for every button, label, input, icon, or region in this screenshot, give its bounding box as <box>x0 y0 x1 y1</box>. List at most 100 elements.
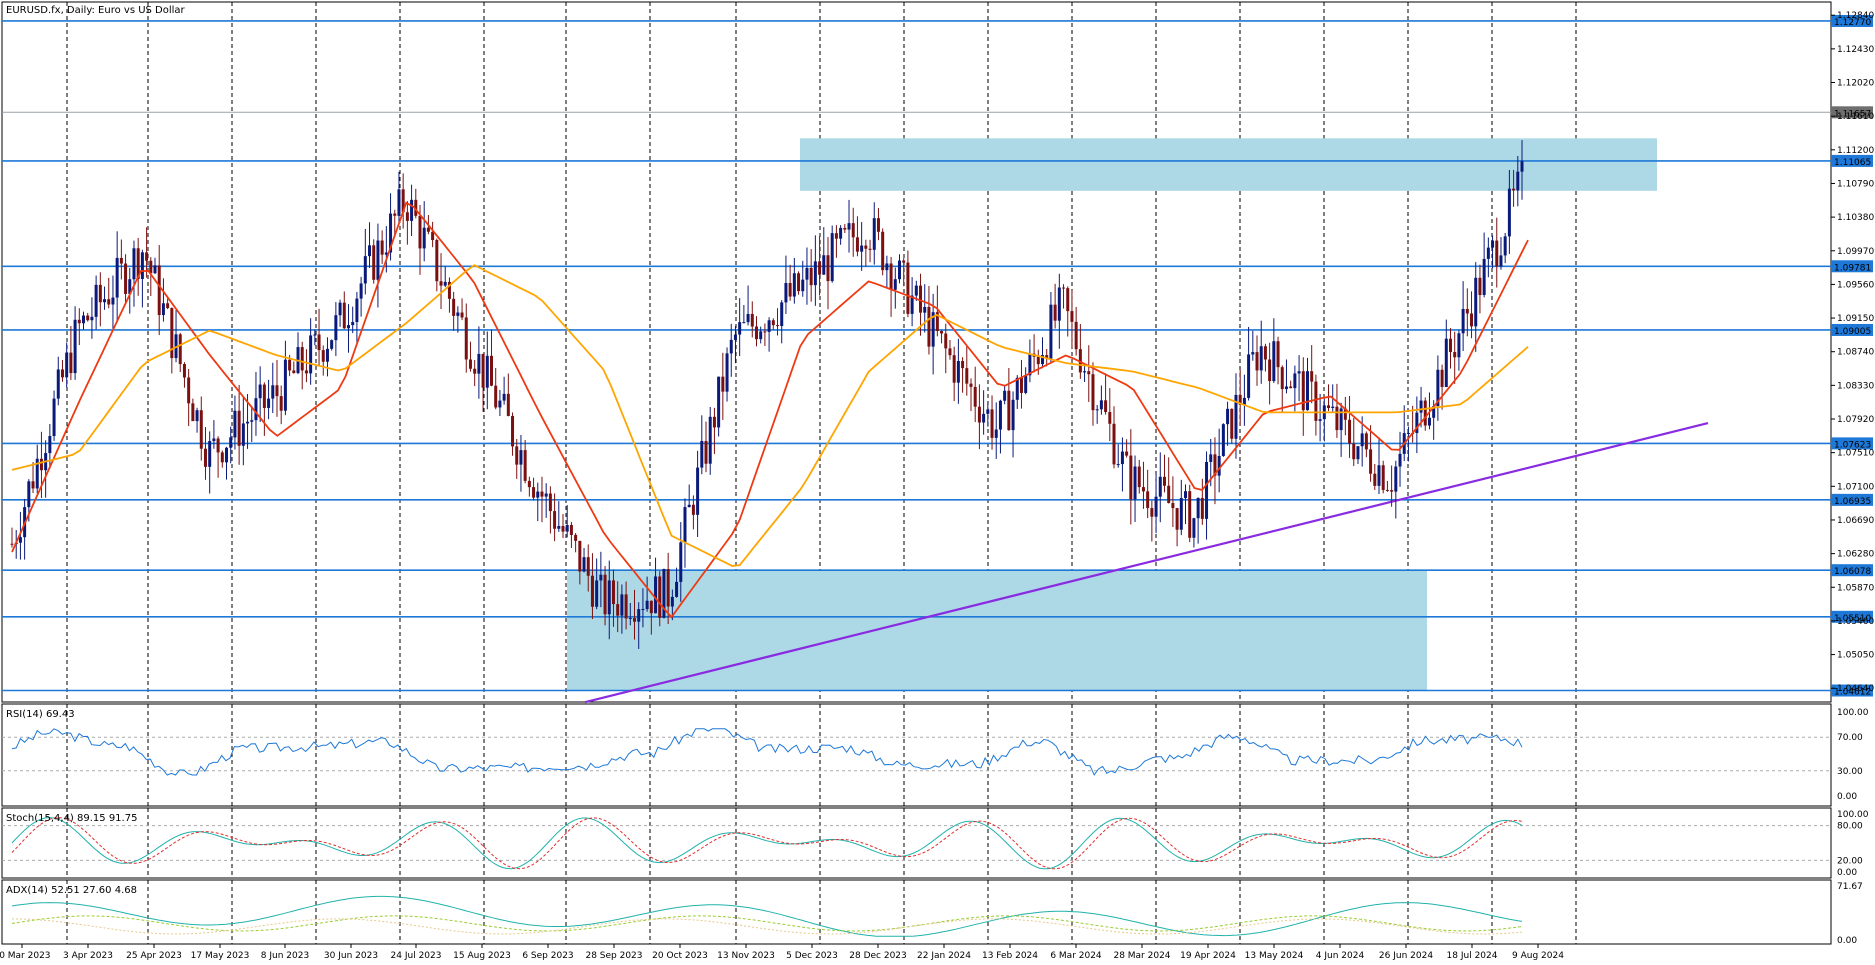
candle-body <box>750 314 754 327</box>
candle-body <box>1432 406 1436 418</box>
price-level-tag <box>1831 260 1873 273</box>
candle-body <box>923 306 927 313</box>
candle-body <box>1196 497 1200 519</box>
candle-body <box>124 263 128 294</box>
candle-body <box>805 267 809 280</box>
adx-panel-frame <box>1 879 1832 945</box>
candle-body <box>889 263 893 290</box>
candle-body <box>39 458 43 471</box>
candle-body <box>1062 287 1066 289</box>
candle-body <box>485 355 489 388</box>
candle-body <box>1137 466 1141 488</box>
candle-body <box>1499 255 1503 267</box>
price-tick-label: 1.05460 <box>1837 617 1874 627</box>
candle-body <box>1158 476 1162 497</box>
candle-body <box>776 325 780 327</box>
candle-body <box>1310 371 1314 382</box>
price-level-tag <box>1831 437 1873 450</box>
candle-body <box>965 368 969 384</box>
candle-body <box>822 255 826 275</box>
candle-body <box>1125 451 1129 456</box>
candle-body <box>460 312 464 318</box>
price-tick-label: 1.08330 <box>1837 381 1874 391</box>
candle-body <box>48 436 52 454</box>
price-tick-label: 1.11200 <box>1837 146 1874 156</box>
candle-body <box>881 231 885 271</box>
candle-body <box>818 261 822 275</box>
candle-body <box>338 302 342 316</box>
candle-body <box>342 302 346 329</box>
candle-body <box>1444 338 1448 388</box>
candle-body <box>1104 400 1108 412</box>
candle-body <box>389 213 393 253</box>
candle-body <box>839 227 843 239</box>
candle-body <box>418 215 422 249</box>
candle-body <box>1327 405 1331 408</box>
price-level-value: 1.12770 <box>1834 18 1871 28</box>
candle-body <box>1129 455 1133 500</box>
candle-body <box>161 303 165 316</box>
candle-body <box>212 438 216 442</box>
price-level-tag <box>1831 610 1873 623</box>
candle-body <box>1041 355 1045 365</box>
rsi-tick-label: 0.00 <box>1837 792 1857 802</box>
candle-body <box>712 416 716 428</box>
candle-body <box>368 245 372 257</box>
candle-body <box>868 248 872 250</box>
candle-body <box>220 452 224 463</box>
candle-body <box>241 423 245 446</box>
price-level-tag <box>1831 14 1873 27</box>
candle-body <box>170 308 174 359</box>
price-level-value: 1.09781 <box>1834 263 1871 273</box>
candle-body <box>157 265 161 316</box>
candle-body <box>1188 491 1192 538</box>
candle-body <box>1003 390 1007 401</box>
candle-body <box>1503 236 1507 256</box>
candle-body <box>1259 346 1263 371</box>
candle-body <box>1057 287 1061 321</box>
chart-title: EURUSD.fx, Daily: Euro vs US Dollar <box>6 5 186 16</box>
candle-body <box>1024 375 1028 393</box>
candle-body <box>1369 449 1373 474</box>
moving-average-fast <box>11 201 1529 619</box>
date-label: 9 Aug 2024 <box>1512 951 1564 961</box>
date-label: 28 Mar 2024 <box>1113 951 1170 961</box>
candle-body <box>683 507 687 543</box>
candle-body <box>1398 453 1402 467</box>
date-label: 8 Jun 2023 <box>261 951 309 961</box>
price-tick-label: 1.09970 <box>1837 247 1874 257</box>
date-label: 15 Aug 2023 <box>453 951 511 961</box>
candle-body <box>519 450 523 465</box>
stoch-tick-label: 20.00 <box>1837 856 1863 866</box>
candle-body <box>620 594 624 616</box>
price-level-tag <box>1831 684 1873 697</box>
candle-body <box>380 240 384 255</box>
stoch-panel-frame <box>1 807 1832 879</box>
candle-body <box>553 511 557 529</box>
candle-body <box>1364 433 1368 450</box>
candle-body <box>334 315 338 341</box>
price-level-tag <box>1831 493 1873 506</box>
price-level-value: 1.09005 <box>1834 327 1871 337</box>
candle-body <box>633 617 637 622</box>
candle-body <box>1083 371 1087 373</box>
candle-body <box>1427 417 1431 426</box>
candle-body <box>443 281 447 286</box>
candle-body <box>401 189 405 213</box>
candle-body <box>271 385 275 399</box>
candle-body <box>1015 377 1019 400</box>
candle-body <box>435 240 439 282</box>
candle-body <box>346 325 350 329</box>
price-tick-label: 1.05870 <box>1837 583 1874 593</box>
candle-body <box>742 322 746 324</box>
candle-body <box>738 322 742 335</box>
candle-body <box>31 481 35 489</box>
stoch-tick-label: 100.00 <box>1837 810 1869 820</box>
candle-body <box>309 335 313 374</box>
date-label: 4 Jun 2024 <box>1316 951 1365 961</box>
candle-body <box>426 227 430 232</box>
price-axis: 1.12840 1.12430 1.12020 1.11610 1.11200 1.107… <box>1831 11 1874 694</box>
candle-body <box>489 355 493 386</box>
candle-body <box>544 493 548 497</box>
